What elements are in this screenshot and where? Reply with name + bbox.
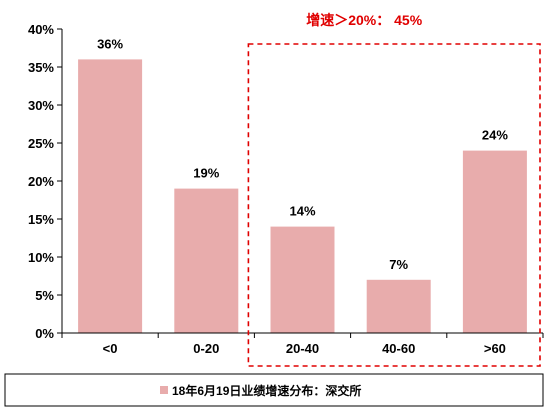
x-tick-label: 40-60: [382, 341, 415, 356]
y-tick-label: 20%: [28, 174, 54, 189]
bar-value-label: 24%: [482, 128, 508, 143]
x-axis: <0 0-20 20-40 40-60 >60: [61, 332, 544, 356]
y-tick-label: 25%: [28, 136, 54, 151]
y-tick-label: 10%: [28, 250, 54, 265]
y-tick-label: 5%: [35, 288, 54, 303]
bar: [78, 59, 143, 334]
bar-value-label: 7%: [389, 257, 408, 272]
highlight-box: [247, 43, 541, 367]
y-tick-label: 30%: [28, 98, 54, 113]
bar: [174, 188, 239, 333]
y-tick-label: 0%: [35, 326, 54, 341]
x-tick-label: 20-40: [286, 341, 319, 356]
x-tick-label: 0-20: [193, 341, 219, 356]
legend-label: 18年6月19日业绩增速分布：深交所: [172, 383, 361, 398]
y-tick-label: 35%: [28, 60, 54, 75]
x-tick-label: >60: [484, 341, 506, 356]
annotation-text: 增速＞20%： 45%: [306, 12, 422, 28]
y-axis: 0% 5% 10% 15% 20% 25% 30% 35% 40%: [28, 22, 63, 341]
legend-box: [4, 373, 544, 407]
bar: [462, 150, 527, 333]
bar: [366, 279, 431, 333]
bar: [270, 226, 335, 333]
y-tick-label: 15%: [28, 212, 54, 227]
bar-value-label: 19%: [193, 166, 219, 181]
legend-swatch: [160, 386, 168, 394]
bars: 36% 19% 14% 7% 24%: [78, 36, 527, 334]
annotation: 增速＞20%： 45%: [247, 12, 541, 367]
x-tick-label: <0: [103, 341, 118, 356]
legend: 18年6月19日业绩增速分布：深交所: [4, 373, 544, 407]
bar-value-label: 14%: [289, 204, 315, 219]
bar-value-label: 36%: [97, 36, 123, 51]
y-tick-label: 40%: [28, 22, 54, 37]
